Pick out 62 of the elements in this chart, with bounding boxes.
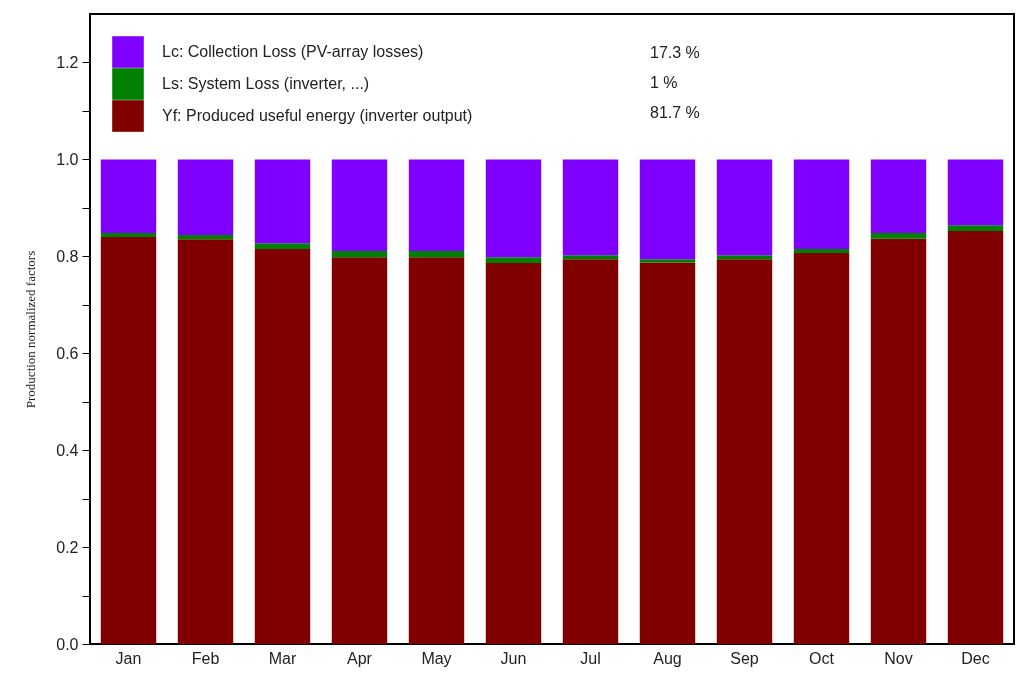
bar (562, 259, 619, 644)
bar (639, 259, 696, 263)
bar (793, 252, 850, 644)
annotation: 17.3 % (650, 44, 700, 61)
bar (870, 159, 927, 234)
annotation: 81.7 % (650, 104, 700, 121)
y-tick-label: 0.8 (56, 247, 79, 265)
bar (870, 233, 927, 239)
bar (716, 255, 773, 260)
x-tick-label: Oct (809, 649, 835, 667)
legend-label: Lc: Collection Loss (PV-array losses) (162, 43, 424, 60)
bar (408, 250, 465, 258)
bar (639, 262, 696, 644)
annotation: 1 % (650, 74, 678, 91)
bar (408, 257, 465, 644)
x-tick-label: Jul (580, 649, 601, 667)
bar (254, 243, 311, 250)
bar (177, 234, 234, 240)
x-tick-label: Apr (347, 649, 373, 667)
bar (331, 159, 388, 251)
bar (947, 159, 1004, 226)
bar (100, 159, 157, 234)
y-tick-label: 1.0 (56, 150, 79, 168)
y-tick-label: 0.6 (56, 344, 79, 362)
x-tick-label: Feb (191, 649, 220, 667)
x-tick-label: Jan (115, 649, 142, 667)
bar (793, 159, 850, 250)
x-tick-label: May (421, 649, 452, 667)
bar (793, 249, 850, 253)
bar (100, 236, 157, 644)
bar (100, 233, 157, 237)
bar (870, 238, 927, 644)
y-tick-label: 0.2 (56, 538, 79, 556)
bar (254, 159, 311, 244)
legend-label: Ls: System Loss (inverter, ...) (162, 75, 370, 92)
legend-label: Yf: Produced useful energy (inverter output) (162, 107, 473, 124)
bar (639, 159, 696, 260)
x-tick-label: Aug (653, 649, 682, 667)
bar (408, 159, 465, 251)
bar (485, 263, 542, 644)
x-tick-label: Sep (730, 649, 759, 667)
x-tick-label: Mar (268, 649, 297, 667)
bar (254, 249, 311, 644)
bar (331, 250, 388, 258)
y-tick-label: 1.2 (56, 53, 79, 71)
bar (562, 159, 619, 256)
bar (947, 225, 1004, 232)
y-tick-label: 0.4 (56, 441, 79, 459)
bar (177, 239, 234, 644)
bar (177, 159, 234, 235)
bar (331, 257, 388, 644)
bar (485, 159, 542, 258)
x-tick-label: Jun (500, 649, 527, 667)
x-tick-label: Nov (884, 649, 913, 667)
y-tick-label: 0.0 (56, 635, 79, 653)
y-axis-title: Production normalized factors (23, 250, 39, 409)
bar (947, 231, 1004, 644)
x-tick-label: Dec (961, 649, 990, 667)
bar (716, 159, 773, 256)
bar (485, 257, 542, 264)
bar (716, 259, 773, 644)
bar (562, 255, 619, 260)
